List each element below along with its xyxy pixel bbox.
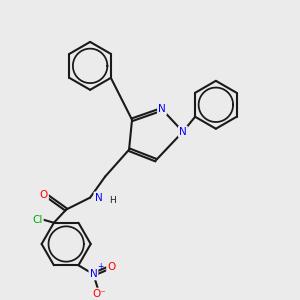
Text: N: N: [158, 104, 166, 114]
Text: N: N: [89, 269, 97, 279]
Text: +: +: [97, 262, 103, 271]
Text: Cl: Cl: [32, 215, 43, 225]
Text: N: N: [94, 193, 102, 202]
Text: O⁻: O⁻: [92, 289, 106, 299]
Text: O: O: [40, 190, 48, 200]
Text: O: O: [107, 262, 116, 272]
Text: N: N: [179, 127, 187, 137]
Text: H: H: [110, 196, 116, 205]
